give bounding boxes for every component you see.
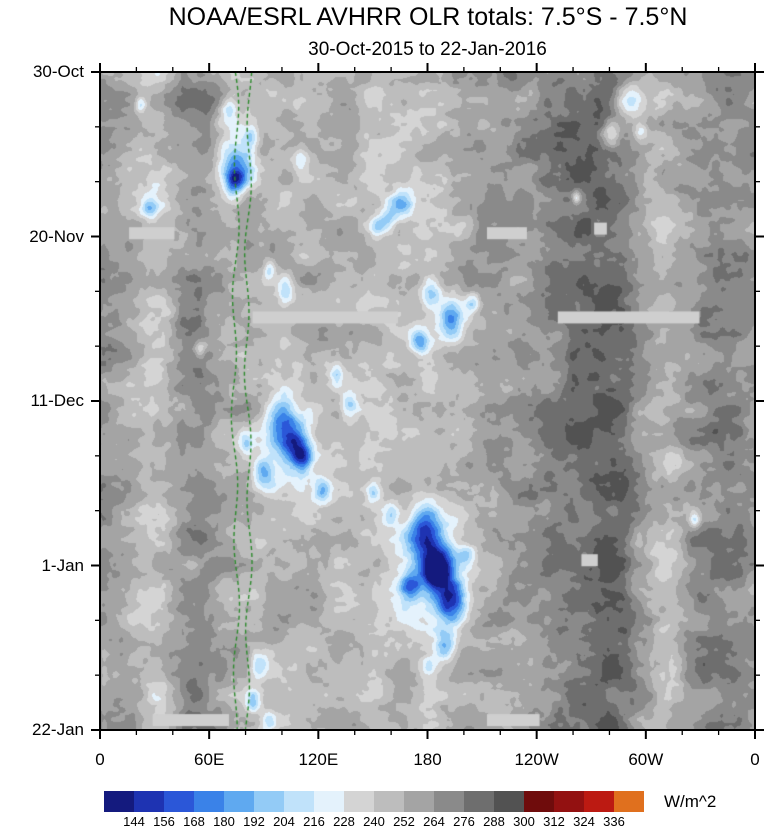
x-axis-tick-label: 0 <box>750 750 760 769</box>
x-axis-tick-label: 120W <box>514 750 559 769</box>
colorbar-cell <box>314 791 344 812</box>
colorbar <box>104 791 644 812</box>
olr-field-canvas <box>100 72 755 730</box>
colorbar-cell <box>524 791 554 812</box>
x-axis-tick-label: 120E <box>298 750 339 769</box>
y-axis-tick-label: 22-Jan <box>32 720 84 739</box>
colorbar-tick-label: 156 <box>153 814 175 829</box>
colorbar-tick-label: 144 <box>123 814 145 829</box>
colorbar-tick-label: 216 <box>303 814 325 829</box>
colorbar-cell <box>464 791 494 812</box>
chart-title: NOAA/ESRL AVHRR OLR totals: 7.5°S - 7.5°… <box>168 3 688 31</box>
colorbar-cell <box>344 791 374 812</box>
colorbar-cell <box>224 791 254 812</box>
y-axis-tick-label: 30-Oct <box>32 62 84 81</box>
colorbar-tick-label: 324 <box>573 814 595 829</box>
chart-subtitle: 30-Oct-2015 to 22-Jan-2016 <box>308 39 547 60</box>
colorbar-cell <box>104 791 134 812</box>
colorbar-units-label: W/m^2 <box>664 792 717 811</box>
y-axis-tick-label: 1-Jan <box>41 555 84 575</box>
colorbar-tick-label: 276 <box>453 814 475 829</box>
colorbar-tick-label: 252 <box>393 814 415 829</box>
colorbar-tick-label: 300 <box>513 814 535 829</box>
colorbar-tick-label: 288 <box>483 814 505 829</box>
x-axis-tick-label: 180 <box>413 750 442 769</box>
colorbar-tick-label: 168 <box>183 814 205 829</box>
y-axis-tick-label: 20-Nov <box>29 226 84 246</box>
colorbar-cell <box>164 791 194 812</box>
colorbar-tick-label: 240 <box>363 814 385 829</box>
x-axis-tick-label: 60E <box>194 750 225 769</box>
colorbar-cell <box>374 791 404 812</box>
colorbar-cell <box>614 791 644 812</box>
colorbar-cell <box>584 791 614 812</box>
colorbar-cell <box>434 791 464 812</box>
colorbar-tick-label: 336 <box>603 814 625 829</box>
colorbar-tick-label: 204 <box>273 814 295 829</box>
colorbar-cell <box>284 791 314 812</box>
colorbar-cell <box>494 791 524 812</box>
colorbar-cell <box>254 791 284 812</box>
x-axis-tick-label: 0 <box>95 750 105 769</box>
x-axis-tick-label: 60W <box>628 750 664 769</box>
colorbar-tick-label: 228 <box>333 814 355 829</box>
colorbar-cell <box>404 791 434 812</box>
colorbar-cell <box>554 791 584 812</box>
colorbar-tick-label: 192 <box>243 814 265 829</box>
y-axis-tick-label: 11-Dec <box>30 391 84 410</box>
colorbar-tick-label: 264 <box>423 814 445 829</box>
colorbar-tick-label: 180 <box>213 814 235 829</box>
colorbar-cell <box>134 791 164 812</box>
colorbar-cell <box>194 791 224 812</box>
colorbar-tick-label: 312 <box>543 814 565 829</box>
